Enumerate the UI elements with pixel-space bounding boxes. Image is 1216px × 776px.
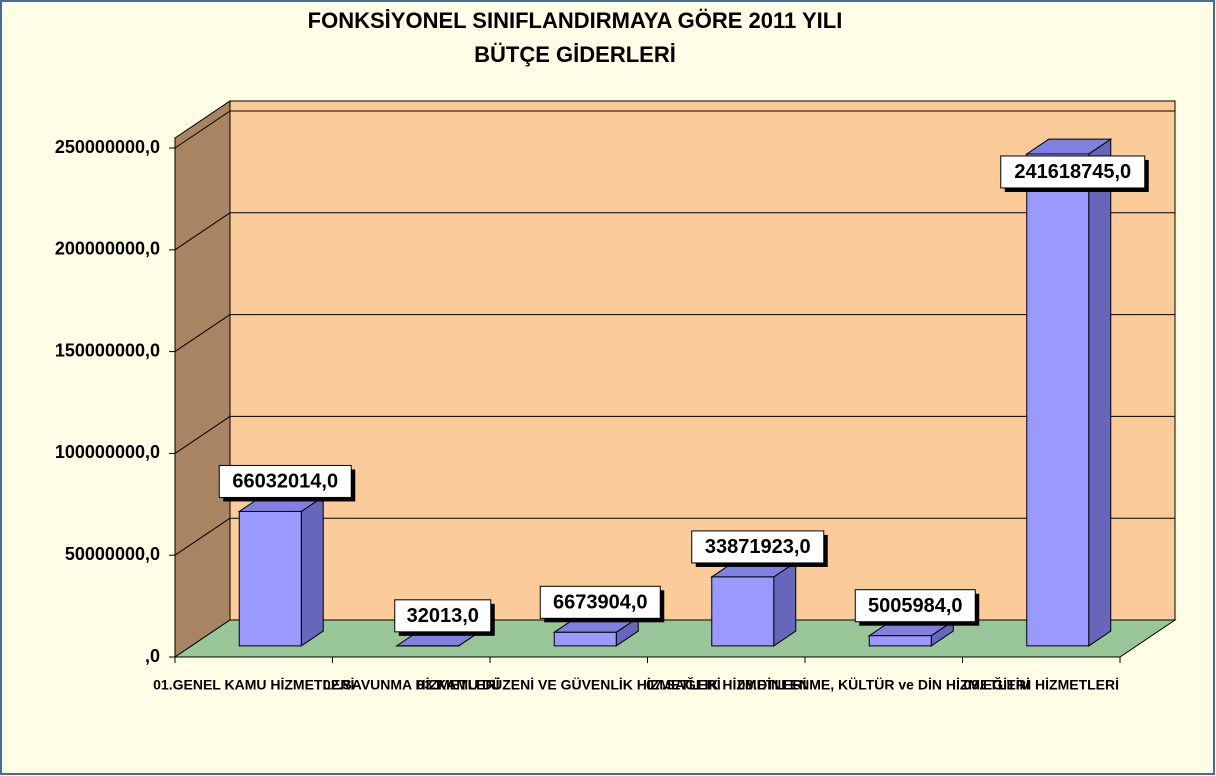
side-wall [174,100,231,658]
y-tick-label: 100000000,0 [55,442,160,462]
bar [711,576,775,647]
value-label: 32013,0 [407,605,479,627]
x-tick-label: 01.GENEL KAMU HİZMETLERİ [153,677,354,693]
bar-side [300,495,324,647]
bar [868,635,932,647]
value-label: 66032014,0 [232,471,338,493]
chart-title: BÜTÇE GİDERLERİ [474,42,676,67]
x-tick-label: 03.KAMU DÜZENİ VE GÜVENLİK HİZMETLERİ [417,677,721,693]
label-box [691,530,825,564]
grid-line [174,415,231,454]
grid-line [174,314,231,353]
label-box [218,464,352,498]
value-label: 6673904,0 [553,592,648,614]
value-label: 241618745,0 [1014,161,1131,183]
grid-line [174,517,231,556]
y-tick-label: 150000000,0 [55,340,160,360]
value-label: 33871923,0 [705,536,811,558]
chart-title: FONKSİYONEL SINIFLANDIRMAYA GÖRE 2011 YI… [308,8,843,33]
grid-line [174,110,231,149]
y-tick-label: ,0 [145,646,160,666]
label-box [394,599,492,633]
x-tick-label: 09.EĞİTİM HİZMETLERİ [963,676,1119,693]
bar-side [1088,138,1112,647]
floor [173,619,1177,658]
x-tick-label: 08.DİNLENME, KÜLTÜR ve DİN HİZMETLERİ [738,677,1030,693]
x-tick-label: 07.SAĞLIK HİZMETLERİ [646,676,806,693]
y-tick-label: 250000000,0 [55,137,160,157]
x-tick-label: 02.SAVUNMA HİZMETLERİ [323,677,500,693]
label-box [854,589,976,623]
value-label: 5005984,0 [868,595,963,617]
label-box [539,585,661,619]
bar [1026,153,1090,647]
label-box [1000,155,1146,189]
grid-line [174,212,231,251]
bar [553,631,617,647]
y-tick-label: 50000000,0 [65,544,160,564]
bar [238,510,302,647]
y-tick-label: 200000000,0 [55,239,160,259]
